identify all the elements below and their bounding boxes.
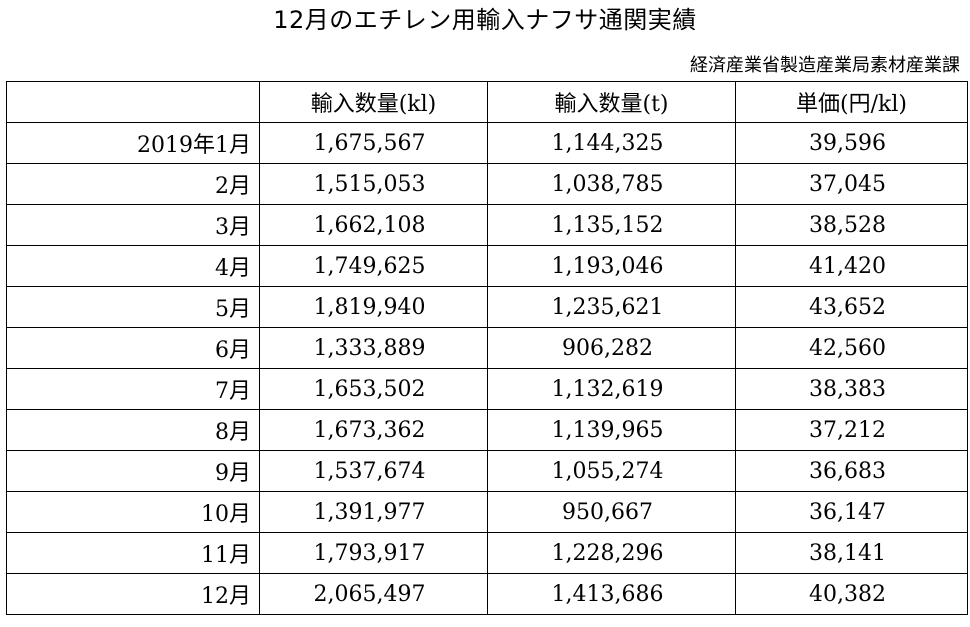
volume-t-cell: 1,413,686 bbox=[487, 573, 736, 615]
table-row: 2月 1,515,053 1,038,785 37,045 bbox=[6, 163, 968, 205]
volume-kl-cell: 2,065,497 bbox=[259, 573, 488, 615]
volume-kl-cell: 1,793,917 bbox=[259, 532, 488, 574]
period-cell: 4月 bbox=[6, 245, 260, 287]
table-row: 11月 1,793,917 1,228,296 38,141 bbox=[6, 532, 968, 574]
unit-price-cell: 37,045 bbox=[735, 163, 968, 205]
volume-t-cell: 1,235,621 bbox=[487, 286, 736, 328]
unit-price-cell: 38,528 bbox=[735, 204, 968, 246]
period-cell: 7月 bbox=[6, 368, 260, 410]
table-row: 2019年1月 1,675,567 1,144,325 39,596 bbox=[6, 122, 968, 164]
header-volume-t: 輸入数量(t) bbox=[487, 81, 736, 123]
table-row: 7月 1,653,502 1,132,619 38,383 bbox=[6, 368, 968, 410]
table-header-row: 輸入数量(kl) 輸入数量(t) 単価(円/kl) bbox=[6, 81, 968, 123]
unit-price-cell: 36,683 bbox=[735, 450, 968, 492]
volume-kl-cell: 1,515,053 bbox=[259, 163, 488, 205]
volume-t-cell: 1,132,619 bbox=[487, 368, 736, 410]
volume-kl-cell: 1,819,940 bbox=[259, 286, 488, 328]
unit-price-cell: 37,212 bbox=[735, 409, 968, 451]
volume-t-cell: 1,055,274 bbox=[487, 450, 736, 492]
volume-t-cell: 906,282 bbox=[487, 327, 736, 369]
unit-price-cell: 36,147 bbox=[735, 491, 968, 533]
header-corner bbox=[6, 81, 260, 123]
table-row: 5月 1,819,940 1,235,621 43,652 bbox=[6, 286, 968, 328]
volume-kl-cell: 1,391,977 bbox=[259, 491, 488, 533]
header-volume-kl: 輸入数量(kl) bbox=[259, 81, 488, 123]
unit-price-cell: 41,420 bbox=[735, 245, 968, 287]
table-row: 6月 1,333,889 906,282 42,560 bbox=[6, 327, 968, 369]
period-cell: 5月 bbox=[6, 286, 260, 328]
unit-price-cell: 42,560 bbox=[735, 327, 968, 369]
period-cell: 11月 bbox=[6, 532, 260, 574]
volume-t-cell: 1,144,325 bbox=[487, 122, 736, 164]
period-cell: 10月 bbox=[6, 491, 260, 533]
volume-kl-cell: 1,675,567 bbox=[259, 122, 488, 164]
table-row: 9月 1,537,674 1,055,274 36,683 bbox=[6, 450, 968, 492]
volume-t-cell: 1,228,296 bbox=[487, 532, 736, 574]
volume-t-cell: 950,667 bbox=[487, 491, 736, 533]
period-cell: 8月 bbox=[6, 409, 260, 451]
document-title: 12月のエチレン用輸入ナフサ通関実績 bbox=[273, 6, 697, 34]
table-row: 4月 1,749,625 1,193,046 41,420 bbox=[6, 245, 968, 287]
unit-price-cell: 38,383 bbox=[735, 368, 968, 410]
volume-kl-cell: 1,673,362 bbox=[259, 409, 488, 451]
source-label: 経済産業省製造産業局素材産業課 bbox=[690, 55, 960, 76]
unit-price-cell: 40,382 bbox=[735, 573, 968, 615]
period-cell: 9月 bbox=[6, 450, 260, 492]
volume-t-cell: 1,139,965 bbox=[487, 409, 736, 451]
volume-t-cell: 1,193,046 bbox=[487, 245, 736, 287]
period-cell: 6月 bbox=[6, 327, 260, 369]
volume-kl-cell: 1,653,502 bbox=[259, 368, 488, 410]
volume-kl-cell: 1,537,674 bbox=[259, 450, 488, 492]
unit-price-cell: 43,652 bbox=[735, 286, 968, 328]
period-cell: 3月 bbox=[6, 204, 260, 246]
table-row: 12月 2,065,497 1,413,686 40,382 bbox=[6, 573, 968, 615]
period-cell: 12月 bbox=[6, 573, 260, 615]
volume-kl-cell: 1,333,889 bbox=[259, 327, 488, 369]
unit-price-cell: 39,596 bbox=[735, 122, 968, 164]
volume-kl-cell: 1,662,108 bbox=[259, 204, 488, 246]
table-row: 8月 1,673,362 1,139,965 37,212 bbox=[6, 409, 968, 451]
table-row: 3月 1,662,108 1,135,152 38,528 bbox=[6, 204, 968, 246]
volume-t-cell: 1,135,152 bbox=[487, 204, 736, 246]
naphtha-import-table: 輸入数量(kl) 輸入数量(t) 単価(円/kl) 2019年1月 1,675,5… bbox=[6, 81, 968, 615]
unit-price-cell: 38,141 bbox=[735, 532, 968, 574]
volume-t-cell: 1,038,785 bbox=[487, 163, 736, 205]
header-unit-price: 単価(円/kl) bbox=[735, 81, 968, 123]
period-cell: 2月 bbox=[6, 163, 260, 205]
volume-kl-cell: 1,749,625 bbox=[259, 245, 488, 287]
table-row: 10月 1,391,977 950,667 36,147 bbox=[6, 491, 968, 533]
period-cell: 2019年1月 bbox=[6, 122, 260, 164]
